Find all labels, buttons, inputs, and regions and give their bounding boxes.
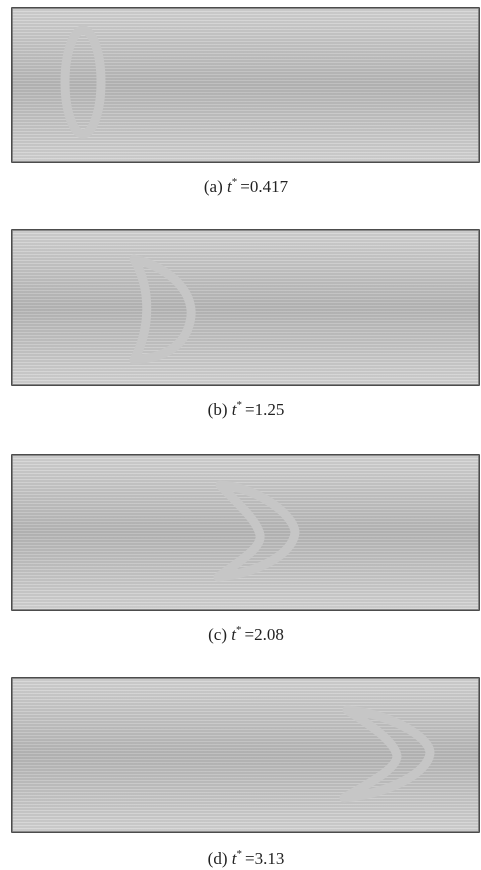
- caption-part: =2.08: [245, 625, 284, 644]
- caption-part: (b): [208, 400, 228, 419]
- shading: [12, 455, 479, 610]
- caption-part: =3.13: [245, 849, 284, 868]
- caption: (b) t*=1.25: [208, 399, 285, 419]
- shading: [12, 678, 479, 832]
- panel-a: [12, 8, 479, 162]
- caption-part: =0.417: [240, 177, 288, 196]
- figure: (a) t*=0.417 (b) t*=1.25 (c) t*=2.08 (d)…: [0, 0, 481, 870]
- caption-part: *: [236, 848, 242, 860]
- panel-d: [12, 678, 479, 832]
- caption-part: *: [236, 624, 242, 636]
- caption-part: (d): [208, 849, 228, 868]
- caption-part: (c): [208, 625, 227, 644]
- panel-b: [12, 230, 479, 385]
- caption-part: (a): [204, 177, 223, 196]
- caption-part: =1.25: [245, 400, 284, 419]
- panel-c: [12, 455, 479, 610]
- caption: (c) t*=2.08: [208, 624, 284, 644]
- caption-part: *: [236, 399, 242, 411]
- caption-part: *: [232, 176, 238, 188]
- caption: (d) t*=3.13: [208, 848, 285, 868]
- caption: (a) t*=0.417: [204, 176, 289, 196]
- shading: [12, 230, 479, 385]
